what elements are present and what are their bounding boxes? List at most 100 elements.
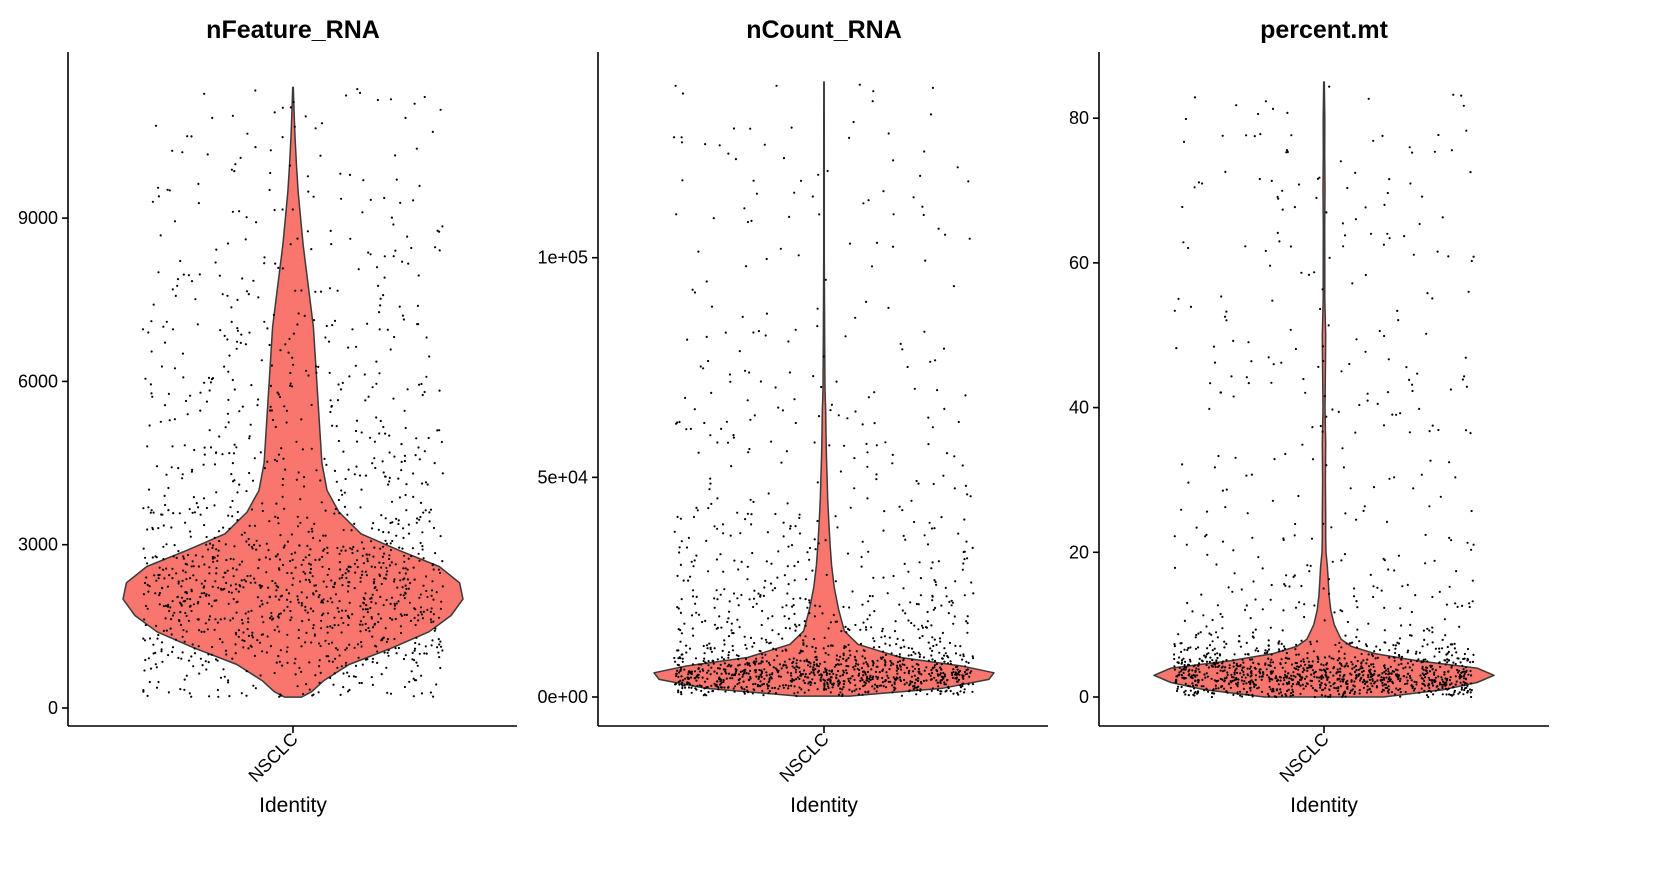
data-point	[731, 649, 735, 652]
data-point	[961, 568, 964, 571]
data-point	[853, 678, 856, 681]
data-point	[410, 670, 413, 673]
data-point	[1371, 679, 1374, 682]
data-point	[1184, 117, 1187, 121]
data-point	[1196, 674, 1199, 677]
data-point	[340, 549, 343, 552]
data-point	[707, 570, 710, 573]
data-point	[865, 679, 868, 682]
data-point	[719, 593, 722, 596]
data-point	[921, 205, 924, 208]
data-point	[397, 600, 400, 603]
data-point	[240, 692, 243, 695]
data-point	[827, 653, 830, 656]
data-point	[278, 660, 281, 663]
data-point	[774, 386, 777, 389]
data-point	[830, 644, 833, 647]
data-point	[703, 652, 706, 655]
data-point	[336, 666, 339, 669]
data-point	[1216, 679, 1220, 682]
data-point	[205, 593, 208, 596]
data-point	[917, 651, 920, 654]
data-point	[1400, 658, 1403, 661]
data-point	[723, 686, 726, 689]
data-point	[191, 468, 194, 471]
data-point	[732, 687, 735, 690]
data-point	[1308, 666, 1311, 669]
data-point	[1322, 587, 1325, 590]
data-point	[1281, 649, 1285, 652]
data-point	[314, 674, 317, 677]
data-point	[247, 610, 250, 613]
data-point	[1178, 656, 1181, 659]
data-point	[720, 656, 724, 659]
data-point	[760, 675, 763, 679]
data-point	[1341, 610, 1344, 613]
data-point	[953, 615, 956, 618]
data-point	[1398, 653, 1401, 657]
data-point	[752, 688, 755, 691]
data-point	[713, 606, 716, 609]
data-point	[1311, 660, 1314, 663]
data-point	[142, 507, 145, 510]
data-point	[143, 639, 147, 642]
data-point	[884, 686, 888, 689]
data-point	[791, 679, 794, 682]
data-point	[1435, 685, 1438, 688]
data-point	[203, 92, 206, 95]
data-point	[275, 584, 278, 587]
data-point	[1206, 675, 1209, 678]
data-point	[1431, 595, 1434, 599]
data-point	[1388, 676, 1391, 679]
data-point	[177, 467, 180, 470]
data-point	[713, 597, 716, 600]
data-point	[848, 242, 852, 245]
data-point	[363, 598, 366, 601]
data-point	[366, 560, 369, 563]
data-point	[794, 328, 797, 331]
data-point	[1288, 677, 1291, 680]
data-point	[421, 482, 424, 485]
data-point	[169, 606, 172, 609]
data-point	[395, 534, 398, 537]
data-point	[881, 656, 885, 659]
data-point	[303, 314, 306, 317]
data-point	[1262, 671, 1265, 674]
data-point	[145, 576, 148, 579]
data-point	[904, 538, 907, 541]
data-point	[953, 455, 956, 458]
data-point	[286, 633, 289, 636]
data-point	[1225, 319, 1228, 322]
data-point	[1295, 661, 1298, 665]
data-point	[411, 547, 414, 550]
data-point	[917, 603, 920, 606]
data-point	[716, 680, 719, 683]
data-point	[943, 654, 946, 657]
data-point	[300, 563, 303, 566]
data-point	[1330, 657, 1333, 660]
data-point	[418, 458, 421, 461]
data-point	[881, 681, 885, 684]
data-point	[1346, 679, 1349, 683]
data-point	[199, 513, 202, 516]
data-point	[1205, 687, 1208, 690]
data-point	[1254, 649, 1257, 652]
data-point	[861, 693, 864, 696]
data-point	[317, 691, 320, 694]
data-point	[965, 540, 968, 543]
data-point	[294, 566, 297, 569]
data-point	[1411, 663, 1415, 666]
data-point	[775, 84, 778, 87]
data-point	[347, 615, 350, 619]
data-point	[728, 373, 732, 376]
data-point	[1381, 684, 1384, 687]
data-point	[1348, 691, 1352, 695]
data-point	[421, 548, 424, 551]
data-point	[1469, 669, 1472, 673]
data-point	[414, 623, 417, 627]
data-point	[804, 635, 807, 638]
data-point	[258, 605, 261, 608]
data-point	[823, 687, 826, 690]
data-point	[382, 604, 385, 607]
